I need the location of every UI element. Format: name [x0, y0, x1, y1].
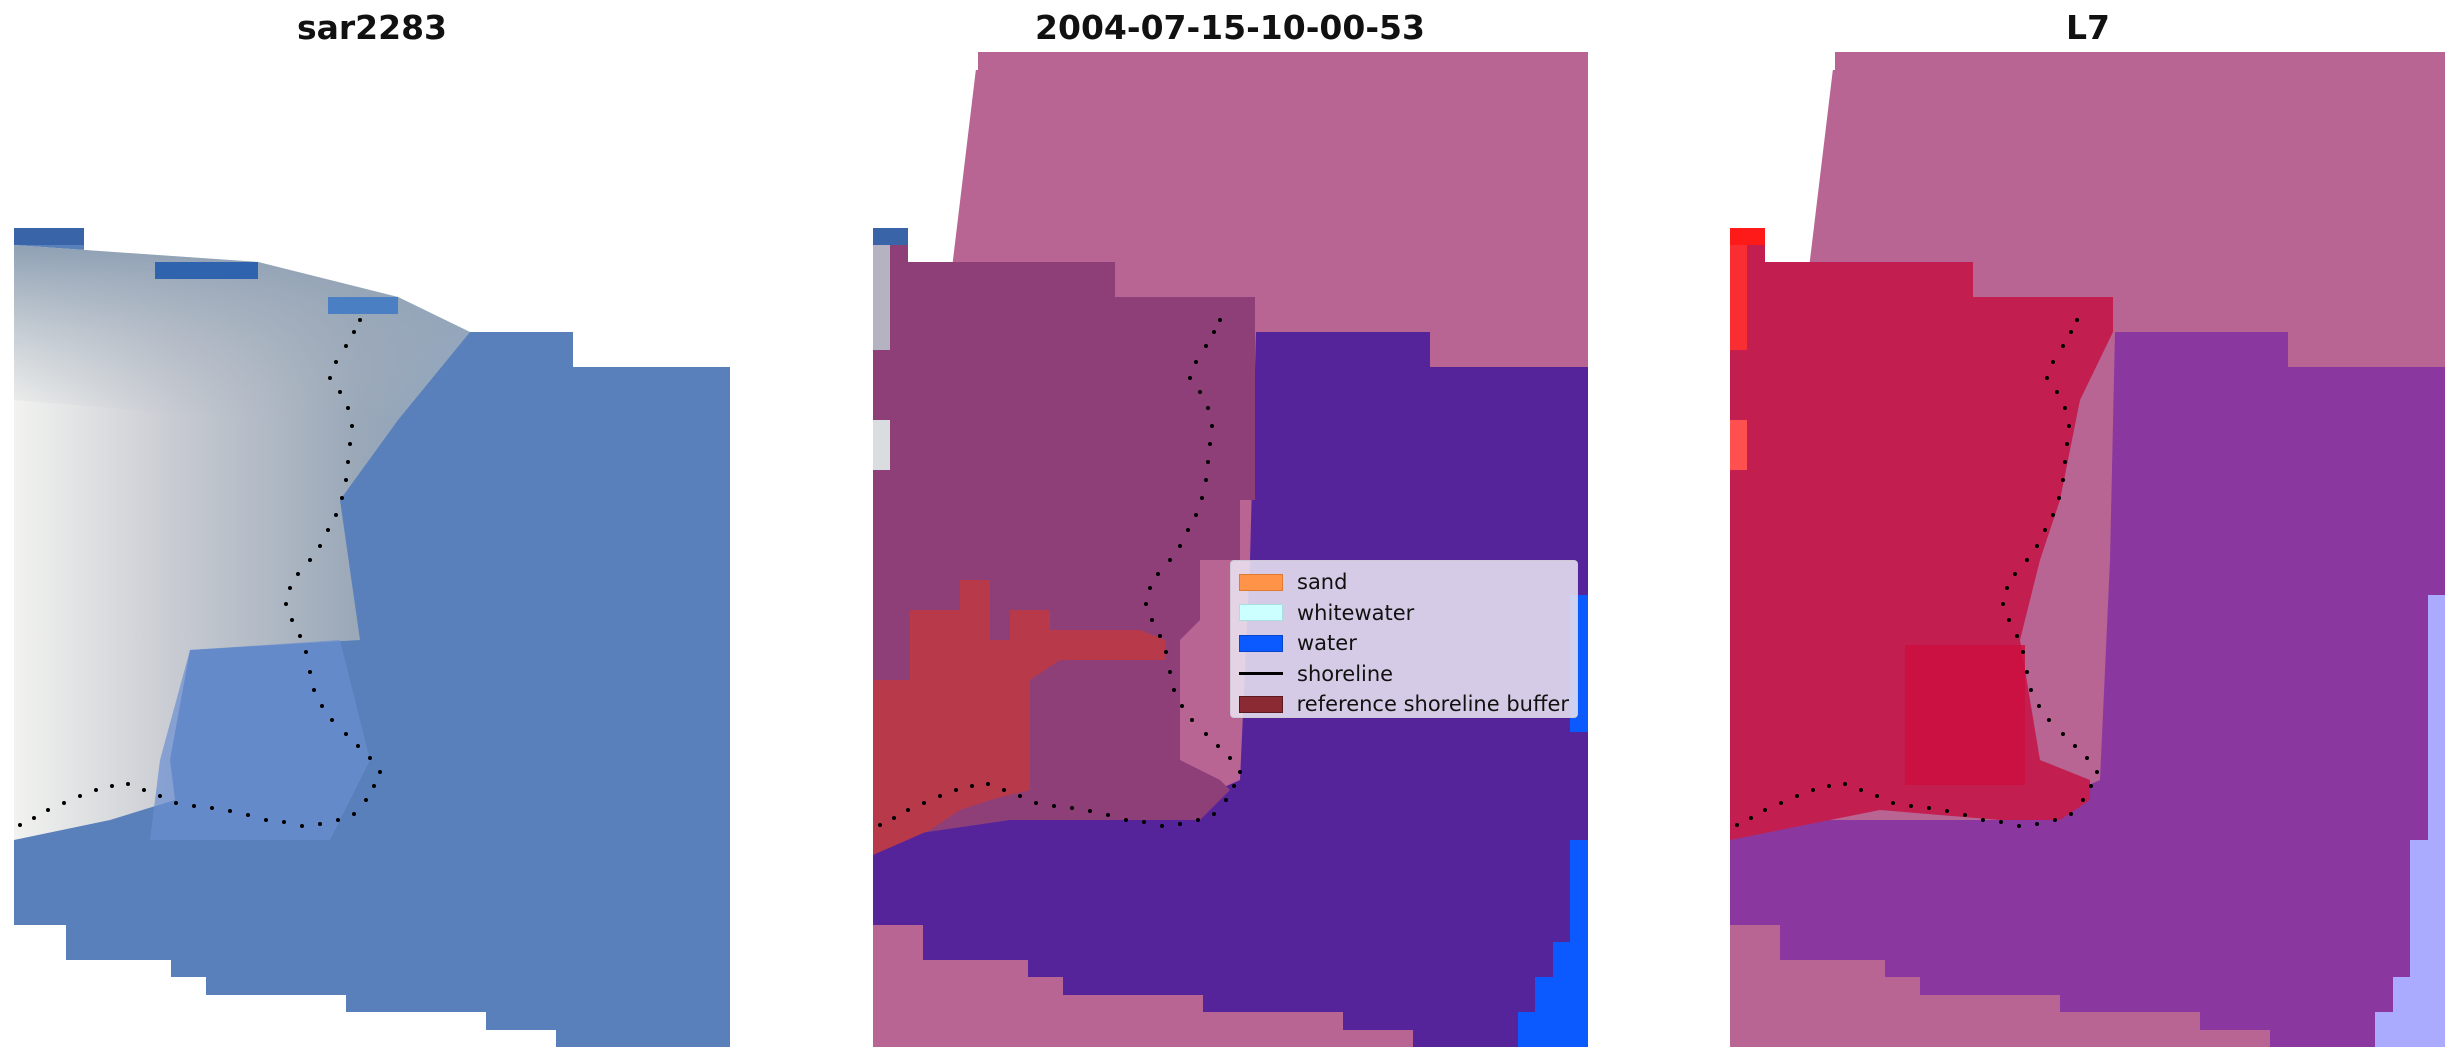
- class-buffer-area: [873, 580, 1165, 855]
- legend-label-sand: sand: [1297, 570, 1348, 595]
- legend-item-sand: sand: [1239, 567, 1569, 598]
- legend-label-whitewater: whitewater: [1297, 600, 1415, 625]
- legend-item-buffer: reference shoreline buffer: [1239, 689, 1569, 720]
- title-right-panel: L7: [2066, 8, 2110, 47]
- class-water-area: [873, 332, 1588, 1047]
- legend-swatch-buffer: [1239, 695, 1283, 713]
- legend-item-water: water: [1239, 628, 1569, 659]
- title-left-panel: sar2283: [296, 8, 448, 47]
- legend-swatch-whitewater: [1239, 604, 1283, 622]
- l7-shoreline: [1735, 318, 2099, 828]
- legend: sand whitewater water shoreline referenc…: [1230, 560, 1578, 718]
- l7-water-area: [1730, 332, 2445, 1047]
- sar-shoreline: [18, 318, 382, 828]
- legend-label-shoreline: shoreline: [1297, 661, 1394, 686]
- legend-item-whitewater: whitewater: [1239, 598, 1569, 629]
- l7-lightblue-strip: [2375, 595, 2445, 1047]
- legend-line-shoreline: [1239, 672, 1283, 676]
- legend-swatch-sand: [1239, 573, 1283, 591]
- legend-item-shoreline: shoreline: [1239, 659, 1569, 690]
- legend-swatch-water: [1239, 634, 1283, 652]
- legend-label-water: water: [1297, 631, 1357, 656]
- legend-label-buffer: reference shoreline buffer: [1296, 692, 1569, 717]
- title-middle-panel: 2004-07-15-10-00-53: [1035, 8, 1425, 47]
- class-shoreline: [878, 318, 1242, 828]
